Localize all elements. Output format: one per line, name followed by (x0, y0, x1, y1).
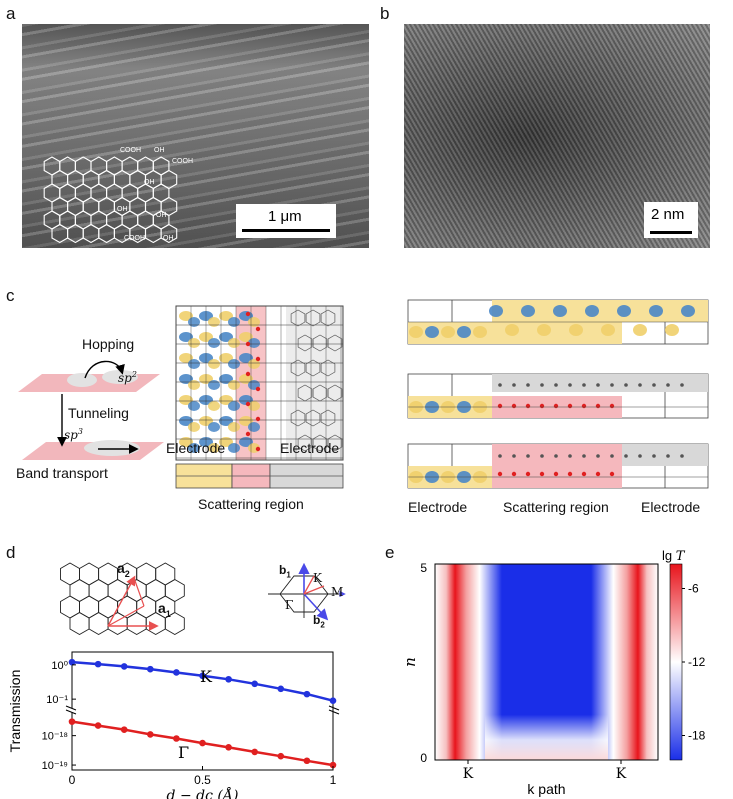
series-label-K: K (200, 667, 213, 686)
M-point-label: M (331, 585, 344, 599)
hopping-arrow (84, 360, 125, 379)
data-point (147, 731, 154, 738)
panel-label-c: c (6, 286, 15, 305)
y-tick-label: 10⁻¹ (46, 694, 68, 706)
b2-label: b2 (313, 613, 325, 630)
data-point (277, 752, 285, 760)
brillouin-zone-diagram (268, 562, 346, 621)
data-point (68, 718, 76, 725)
y-tick-label: 0 (420, 751, 427, 765)
x-axis-label: d − dc (Å) (167, 786, 239, 799)
data-point (251, 680, 258, 688)
panel-label-e: e (385, 543, 395, 562)
a2-label: a2 (117, 560, 130, 579)
graphene-oxide-structure: COOH OH COOH OH OH OH COOH OH (43, 147, 193, 244)
data-point (120, 726, 128, 733)
oh-label-3: OH (117, 206, 128, 213)
y-tick-label: 10⁰ (51, 660, 68, 672)
gamma-point-label: Γ (285, 598, 294, 612)
data-point (303, 690, 311, 698)
oh-label-1: OH (154, 147, 165, 154)
sp3-label: sp3 (64, 427, 83, 442)
data-point (120, 663, 128, 670)
cooh-label-3: COOH (124, 235, 145, 242)
right-electrode-left-label: Electrode (408, 499, 468, 515)
data-point (199, 739, 206, 747)
y-axis-label: n (401, 657, 419, 667)
data-point (225, 675, 232, 683)
sp2-label: sp2 (118, 370, 137, 385)
scattering-region-label: Scattering region (198, 496, 304, 512)
sem-micrograph: COOH OH COOH OH OH OH COOH OH 1 μm (22, 24, 369, 248)
b1-label: b1 (279, 563, 291, 580)
transport-schematic (18, 299, 709, 489)
scale-bar-label: 2 nm (651, 206, 685, 223)
x-tick-label: 0 (69, 773, 76, 787)
data-point (94, 722, 102, 729)
colorbar-tick-label: -6 (688, 582, 699, 596)
data-point (173, 669, 180, 676)
oh-label-4: OH (156, 212, 167, 219)
data-point (147, 665, 154, 673)
y-tick-label: 10⁻¹⁹ (42, 760, 68, 772)
panel-label-d: d (6, 543, 16, 562)
transmission-chart: 10⁰ 10⁻¹ 10⁻¹⁸ 10⁻¹⁹0 0.5 1 Transmission d − dc… (7, 651, 340, 799)
scale-bar-label: 1 μm (268, 208, 302, 225)
right-electrode-right-label: Electrode (641, 499, 701, 515)
lattice-vectors-diagram (60, 562, 185, 636)
electrode-right-label: Electrode (280, 440, 340, 456)
x-tick-label: K (616, 766, 627, 782)
x-tick-label: 1 (330, 773, 337, 787)
data-point (303, 757, 311, 765)
x-tick-label: 0.5 (194, 773, 211, 787)
x-tick-label: K (463, 766, 474, 782)
oh-label-5: OH (163, 235, 174, 242)
data-point (251, 748, 258, 756)
sp3-domain (84, 440, 140, 456)
y-tick-label: 10⁻¹⁸ (42, 731, 68, 743)
data-point (199, 672, 206, 680)
data-point (329, 761, 337, 769)
transmission-heatmap: 5 0 K Kk path n -6 -12 -18 lg T (401, 548, 706, 797)
tunneling-label: Tunneling (68, 405, 129, 421)
scale-bar-box (236, 204, 336, 238)
data-point (68, 658, 76, 666)
data-point (277, 685, 285, 693)
lattice-square (175, 305, 343, 460)
colorbar-tick-label: -18 (688, 729, 706, 743)
a1-label: a1 (158, 600, 171, 619)
colorbar (669, 563, 683, 761)
K-point-label: K (313, 571, 322, 585)
data-point (94, 660, 102, 668)
colorbar-tick-label: -12 (688, 655, 706, 669)
y-tick-label: 5 (420, 561, 427, 575)
tem-micrograph: 2 nm (404, 24, 710, 248)
oh-label-2: OH (144, 179, 155, 186)
cooh-label-1: COOH (120, 147, 141, 154)
data-point (329, 697, 337, 705)
band-transport-label: Band transport (16, 465, 108, 481)
panel-label-b: b (380, 4, 390, 23)
y-axis-label: Transmission (7, 670, 23, 753)
data-point (225, 744, 232, 751)
cooh-label-2: COOH (172, 158, 193, 165)
electrode-left-label: Electrode (166, 440, 226, 456)
right-scattering-region-label: Scattering region (503, 499, 609, 515)
scale-bar (650, 231, 692, 234)
data-point (173, 735, 180, 742)
colorbar-label: lg T (662, 548, 686, 564)
sp2-domain-1 (67, 373, 97, 387)
x-axis-label: k path (527, 781, 565, 797)
hopping-label: Hopping (82, 336, 135, 352)
panel-label-a: a (6, 4, 16, 23)
sp2-domain-2 (102, 370, 138, 384)
scale-bar (242, 229, 330, 232)
series-label-gamma: Γ (178, 743, 189, 762)
